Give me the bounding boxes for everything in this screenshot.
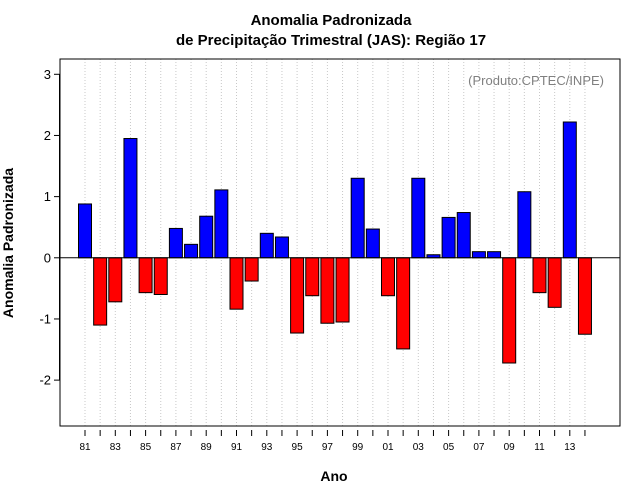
bar-06 bbox=[456, 212, 471, 259]
x-tick-label: 83 bbox=[110, 442, 122, 453]
x-tick-label: 97 bbox=[322, 442, 334, 453]
bar-00 bbox=[365, 228, 380, 259]
bar-94 bbox=[274, 236, 289, 259]
bar-13 bbox=[562, 121, 577, 259]
x-axis-label: Ano bbox=[320, 468, 347, 484]
bar-81 bbox=[78, 203, 92, 259]
x-tick-label: 09 bbox=[504, 442, 516, 453]
y-tick-label: -1 bbox=[39, 311, 51, 326]
bar-95 bbox=[290, 257, 305, 334]
bar-93 bbox=[259, 232, 274, 259]
y-axis: -2 -1 0 1 2 3 bbox=[39, 67, 60, 388]
bar-86 bbox=[153, 257, 168, 295]
x-tick-label: 89 bbox=[201, 442, 213, 453]
bar-14 bbox=[577, 257, 592, 335]
bar-83 bbox=[108, 257, 123, 303]
x-tick-label: 85 bbox=[140, 442, 152, 453]
x-axis: 81 83 85 87 89 91 93 95 97 99 01 03 05 07 09 11 13 bbox=[79, 430, 586, 453]
bar-98 bbox=[335, 257, 350, 323]
x-tick-label: 01 bbox=[382, 442, 394, 453]
bar-85 bbox=[138, 257, 153, 294]
bar-84 bbox=[123, 138, 138, 259]
bar-82 bbox=[93, 257, 108, 326]
credit-label: (Produto:CPTEC/INPE) bbox=[468, 73, 604, 88]
x-tick-label: 81 bbox=[79, 442, 91, 453]
x-tick-label: 11 bbox=[534, 442, 545, 453]
bar-96 bbox=[305, 257, 320, 297]
bar-11 bbox=[532, 257, 547, 294]
bar-90 bbox=[214, 189, 229, 259]
bar-87 bbox=[168, 227, 183, 259]
bars bbox=[78, 121, 592, 364]
bar-02 bbox=[396, 257, 411, 350]
bar-12 bbox=[547, 257, 562, 308]
bar-92 bbox=[244, 257, 259, 282]
bar-10 bbox=[517, 191, 532, 259]
y-axis-label: Anomalia Padronizada bbox=[0, 168, 16, 318]
bar-09 bbox=[502, 257, 517, 364]
bar-97 bbox=[320, 257, 335, 324]
bar-89 bbox=[199, 215, 214, 259]
bar-08 bbox=[487, 251, 502, 259]
bar-91 bbox=[229, 257, 244, 310]
vertical-gridlines bbox=[84, 59, 586, 426]
bar-01 bbox=[381, 257, 395, 297]
y-tick-label: 0 bbox=[44, 250, 51, 265]
bar-03 bbox=[411, 177, 426, 259]
chart-title: Anomalia Padronizada bbox=[251, 12, 413, 29]
x-tick-label: 05 bbox=[443, 442, 455, 453]
x-tick-label: 07 bbox=[473, 442, 485, 453]
bar-07 bbox=[471, 251, 486, 259]
x-tick-label: 99 bbox=[352, 442, 364, 453]
bar-05 bbox=[441, 216, 456, 259]
x-tick-label: 87 bbox=[170, 442, 182, 453]
plot-frame bbox=[59, 58, 621, 427]
y-tick-label: -2 bbox=[39, 373, 51, 388]
chart-subtitle: de Precipitação Trimestral (JAS): Região… bbox=[176, 32, 486, 49]
y-tick-label: 2 bbox=[44, 128, 51, 143]
bar-88 bbox=[184, 243, 199, 259]
x-tick-label: 95 bbox=[292, 442, 304, 453]
x-tick-label: 03 bbox=[413, 442, 425, 453]
x-tick-label: 91 bbox=[231, 442, 243, 453]
bar-99 bbox=[350, 177, 365, 259]
y-tick-label: 3 bbox=[44, 67, 51, 82]
y-tick-label: 1 bbox=[44, 189, 51, 204]
x-tick-label: 13 bbox=[564, 442, 576, 453]
x-tick-label: 93 bbox=[261, 442, 273, 453]
